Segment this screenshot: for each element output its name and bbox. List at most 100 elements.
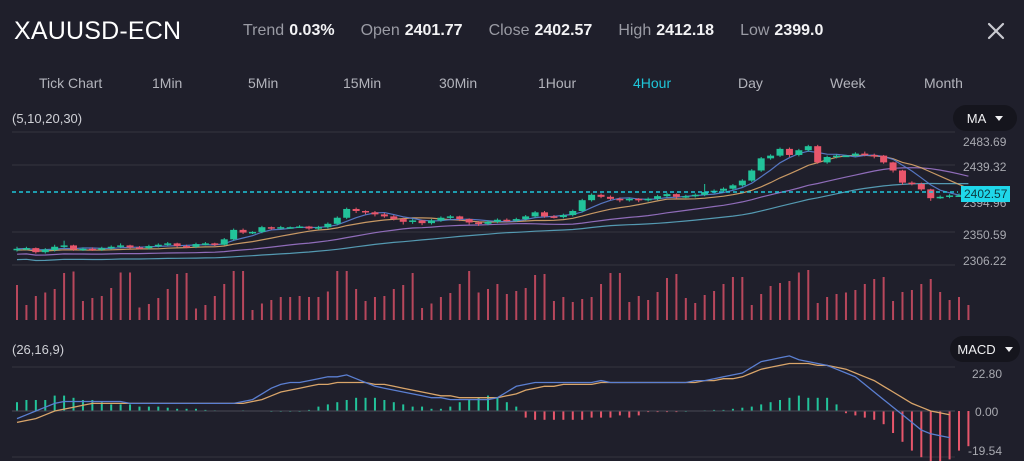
macd-params-label: (26,16,9) (12, 342, 65, 357)
volume-bar (835, 294, 838, 320)
macd-histogram-bar (760, 404, 763, 411)
macd-histogram-bar (647, 411, 650, 413)
macd-axis-label: 22.80 (972, 367, 1003, 381)
candle-body (644, 198, 652, 201)
volume-bar (232, 271, 235, 320)
candle-body (663, 194, 671, 197)
candle-body (32, 248, 40, 253)
macd-histogram-bar (967, 411, 970, 447)
volume-bar (421, 308, 424, 320)
volume-bar (910, 290, 913, 320)
macd-histogram-bar (336, 402, 339, 411)
macd-histogram-bar (308, 409, 311, 411)
candle-body (192, 244, 200, 247)
volume-bar (392, 289, 395, 320)
macd-indicator-select[interactable]: MACD (950, 336, 1020, 362)
candle-body (682, 196, 690, 198)
volume-bar (138, 307, 141, 320)
macd-histogram-bar (863, 411, 866, 418)
volume-bar (487, 289, 489, 320)
tab-1min[interactable]: 1Min (152, 75, 183, 91)
close-button[interactable] (985, 20, 1007, 42)
candle-body (795, 150, 803, 155)
chevron-down-icon (995, 115, 1004, 121)
candle-body (616, 198, 624, 201)
volume-bar (72, 271, 75, 320)
macd-histogram-bar (449, 406, 452, 411)
stat-value: 2401.77 (404, 22, 463, 39)
candle-body (390, 216, 398, 220)
macd-histogram-bar (534, 411, 537, 420)
macd-histogram-bar (129, 404, 132, 411)
tab-15min[interactable]: 15Min (343, 75, 382, 91)
candle-body (927, 189, 935, 199)
macd-histogram-bar (458, 402, 461, 411)
macd-histogram-bar (439, 408, 442, 411)
volume-bar (515, 291, 518, 320)
volume-bar (279, 297, 282, 320)
macd-histogram-bar (110, 404, 113, 411)
volume-bar (119, 272, 122, 320)
macd-histogram-bar (402, 404, 405, 411)
candle-body (889, 162, 897, 171)
macd-select-label: MACD (957, 341, 996, 357)
candle-body (776, 148, 784, 156)
volume-bar (25, 305, 28, 320)
macd-histogram-bar (166, 407, 169, 411)
tab-tick-chart[interactable]: Tick Chart (39, 75, 103, 91)
candle-body (531, 212, 539, 217)
candle-body (267, 227, 275, 229)
macd-histogram-bar (100, 402, 103, 411)
volume-bar (505, 294, 508, 320)
tab-week[interactable]: Week (830, 75, 866, 91)
volume-bar (336, 271, 339, 320)
volume-bar (741, 277, 744, 320)
price-axis-label: 2439.32 (963, 160, 1007, 174)
macd-histogram-bar (487, 395, 489, 411)
candle-body (154, 244, 162, 247)
volume-bar (468, 271, 471, 320)
tab-month[interactable]: Month (924, 75, 963, 91)
tab-5min[interactable]: 5Min (248, 75, 279, 91)
volume-bar (326, 291, 329, 320)
stat-label: Open (360, 22, 400, 39)
tab-1hour[interactable]: 1Hour (538, 75, 577, 91)
volume-bar (844, 292, 847, 320)
volume-bar (826, 297, 829, 320)
macd-line (16, 355, 950, 439)
candle-body (305, 226, 313, 229)
candle-body (380, 214, 388, 217)
macd-histogram-bar (157, 406, 160, 411)
macd-histogram-bar (355, 397, 358, 411)
candle-body (126, 245, 134, 248)
candle-body (484, 221, 492, 224)
macd-histogram-bar (204, 409, 207, 411)
header-bar: XAUUSD-ECN Trend 0.03% Open 2401.77 Close 2… (0, 0, 1024, 62)
macd-histogram-bar (769, 402, 772, 411)
candle-body (541, 212, 549, 217)
macd-histogram-bar (665, 411, 668, 413)
macd-histogram-bar (797, 395, 800, 411)
volume-bar (562, 297, 565, 320)
candle-body (324, 223, 332, 228)
ma-indicator-select[interactable]: MA (953, 105, 1017, 131)
candle-body (70, 245, 78, 250)
macd-histogram-bar (675, 411, 678, 413)
volume-bar (873, 279, 876, 320)
candle-body (437, 217, 445, 221)
macd-histogram-bar (637, 411, 640, 416)
volume-bar (892, 301, 895, 320)
volume-bar (449, 293, 452, 320)
close-icon (987, 22, 1005, 40)
tab-30min[interactable]: 30Min (439, 75, 478, 91)
volume-bar (194, 308, 197, 320)
candle-body (493, 219, 501, 222)
candle-body (409, 220, 417, 222)
volume-bar (223, 284, 226, 320)
candle-body (917, 183, 925, 190)
volume-bar (166, 289, 169, 320)
tab-4hour[interactable]: 4Hour (633, 75, 672, 91)
tab-day[interactable]: Day (738, 75, 763, 91)
macd-signal-line (16, 362, 950, 424)
